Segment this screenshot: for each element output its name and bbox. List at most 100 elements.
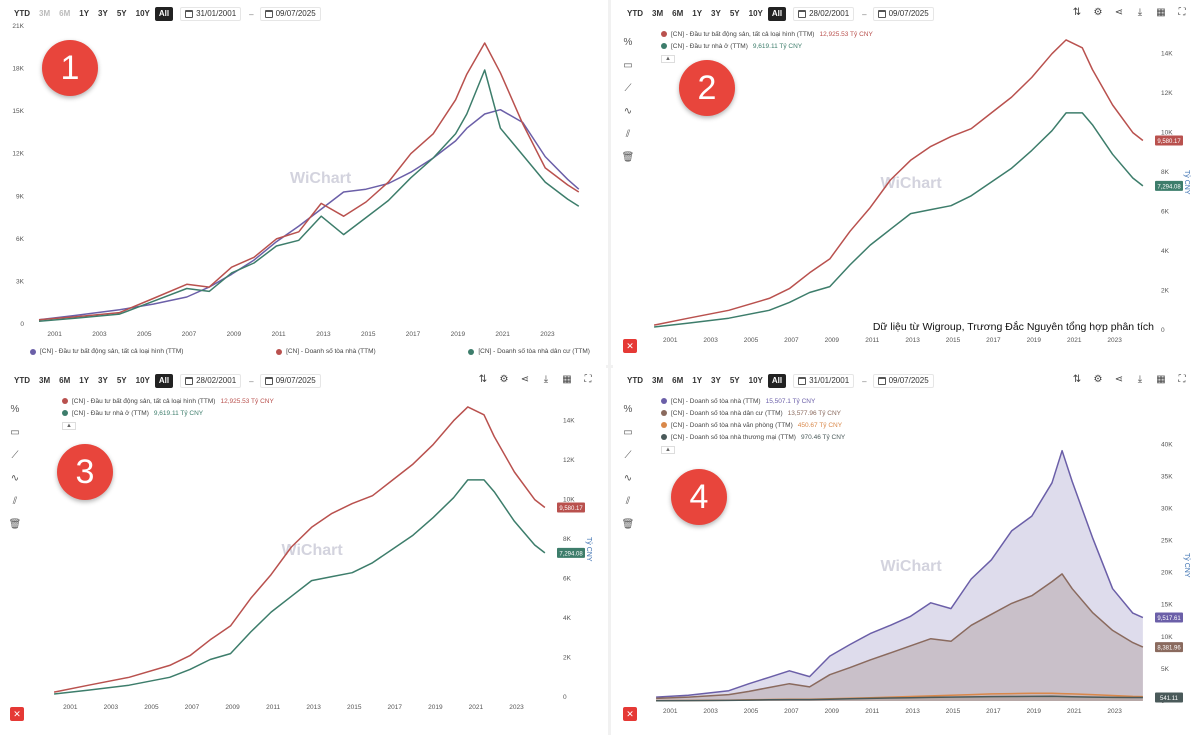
tf-6m[interactable]: 6M (672, 376, 684, 385)
tf-3m[interactable]: 3M (652, 9, 664, 18)
end-date-field[interactable]: 09/07/2025 (872, 7, 934, 21)
tf-10y[interactable]: 10Y (135, 9, 150, 18)
x-tick-label: 2007 (784, 337, 799, 344)
tf-3m[interactable]: 3M (39, 376, 51, 385)
legend-item[interactable]: [CN] - Doanh số tòa nhà dân cư (TTM) (468, 348, 590, 355)
scale-icon[interactable]: ⇅ (1072, 7, 1082, 18)
measure-icon[interactable]: ⫽ (625, 496, 631, 507)
measure-icon[interactable]: ⫽ (625, 129, 631, 140)
legend-item[interactable]: [CN] - Doanh số tòa nhà văn phòng (TTM) 4… (661, 419, 845, 431)
percent-icon[interactable]: % (10, 404, 20, 415)
close-icon[interactable]: ✕ (10, 707, 24, 721)
tf-5y[interactable]: 5Y (729, 9, 740, 18)
end-date-field[interactable]: 09/07/2025 (872, 374, 934, 388)
x-tick-label: 2011 (266, 704, 280, 711)
close-icon[interactable]: ✕ (623, 339, 637, 353)
x-tick-label: 2021 (469, 704, 484, 711)
tf-1y[interactable]: 1Y (692, 376, 703, 385)
close-icon[interactable]: ✕ (623, 707, 637, 721)
end-date-field[interactable]: 09/07/2025 (259, 7, 321, 21)
tf-5y[interactable]: 5Y (116, 376, 127, 385)
tf-5y[interactable]: 5Y (116, 9, 127, 18)
legend-item[interactable]: [CN] - Doanh số tòa nhà thương mại (TTM)… (661, 431, 845, 443)
y-tick-label: 8K (563, 536, 572, 543)
trendline-icon[interactable]: ⟋ (624, 450, 632, 461)
trash-icon[interactable]: 🗑 (621, 152, 635, 163)
comment-icon[interactable]: ▭ (623, 427, 633, 438)
start-date-field[interactable]: 31/01/2001 (793, 374, 855, 388)
tf-3m[interactable]: 3M (652, 376, 664, 385)
tf-3m[interactable]: 3M (39, 9, 51, 18)
tf-1y[interactable]: 1Y (79, 376, 90, 385)
share-icon[interactable]: ⋖ (1114, 7, 1124, 18)
scale-icon[interactable]: ⇅ (478, 374, 488, 385)
tf-all[interactable]: All (154, 7, 174, 21)
tf-3y[interactable]: 3Y (98, 376, 108, 385)
fullscreen-icon[interactable]: ⛶ (1178, 374, 1186, 385)
tf-6m[interactable]: 6M (59, 376, 71, 385)
settings-icon[interactable]: ⚙ (1093, 7, 1103, 18)
legend-collapse-button[interactable]: ▲ (62, 422, 76, 430)
percent-icon[interactable]: % (623, 37, 633, 48)
x-tick-label: 2019 (451, 331, 466, 338)
legend-collapse-button[interactable]: ▲ (661, 446, 675, 454)
trash-icon[interactable]: 🗑 (621, 519, 635, 530)
fullscreen-icon[interactable]: ⛶ (1178, 7, 1186, 18)
scale-icon[interactable]: ⇅ (1072, 374, 1082, 385)
tf-all[interactable]: All (154, 374, 174, 388)
download-icon[interactable]: ⤓ (1137, 7, 1143, 18)
tf-10y[interactable]: 10Y (748, 376, 763, 385)
comment-icon[interactable]: ▭ (10, 427, 20, 438)
legend-item[interactable]: [CN] - Doanh số tòa nhà (TTM) 15,507.1 Tỷ… (661, 395, 845, 407)
tf-3y[interactable]: 3Y (711, 9, 721, 18)
tf-ytd[interactable]: YTD (627, 9, 643, 18)
start-date-field[interactable]: 28/02/2001 (180, 374, 242, 388)
wave-icon[interactable]: ∿ (623, 473, 633, 484)
share-icon[interactable]: ⋖ (1114, 374, 1124, 385)
calendar-icon (798, 10, 807, 18)
tf-ytd[interactable]: YTD (14, 9, 30, 18)
comment-icon[interactable]: ▭ (623, 60, 633, 71)
end-date-field[interactable]: 09/07/2025 (259, 374, 321, 388)
tf-6m[interactable]: 6M (672, 9, 684, 18)
legend-item[interactable]: [CN] - Đầu tư bất động sản, tất cả loại … (661, 28, 873, 40)
panel-number-badge: 2 (679, 60, 735, 116)
tf-10y[interactable]: 10Y (135, 376, 150, 385)
wave-icon[interactable]: ∿ (10, 473, 20, 484)
start-date-field[interactable]: 31/01/2001 (180, 7, 242, 21)
trendline-icon[interactable]: ⟋ (624, 83, 632, 94)
settings-icon[interactable]: ⚙ (1093, 374, 1103, 385)
tf-3y[interactable]: 3Y (98, 9, 108, 18)
legend-item[interactable]: [CN] - Doanh số tòa nhà (TTM) (276, 348, 376, 355)
settings-icon[interactable]: ⚙ (499, 374, 509, 385)
excel-icon[interactable]: ▦ (1156, 7, 1166, 18)
tf-ytd[interactable]: YTD (14, 376, 30, 385)
tf-5y[interactable]: 5Y (729, 376, 740, 385)
legend-item[interactable]: [CN] - Đầu tư nhà ở (TTM) 9,619.11 Tỷ CNY (661, 40, 873, 52)
trendline-icon[interactable]: ⟋ (11, 450, 19, 461)
legend-item[interactable]: [CN] - Đầu tư bất động sản, tất cả loại … (30, 348, 183, 355)
tf-10y[interactable]: 10Y (748, 9, 763, 18)
wave-icon[interactable]: ∿ (623, 106, 633, 117)
trash-icon[interactable]: 🗑 (8, 519, 22, 530)
legend-item[interactable]: [CN] - Doanh số tòa nhà dân cư (TTM) 13,5… (661, 407, 845, 419)
excel-icon[interactable]: ▦ (1156, 374, 1166, 385)
legend-item[interactable]: [CN] - Đầu tư bất động sản, tất cả loại … (62, 395, 274, 407)
tf-ytd[interactable]: YTD (627, 376, 643, 385)
percent-icon[interactable]: % (623, 404, 633, 415)
tf-3y[interactable]: 3Y (711, 376, 721, 385)
tf-all[interactable]: All (767, 374, 787, 388)
legend-collapse-button[interactable]: ▲ (661, 55, 675, 63)
tf-6m[interactable]: 6M (59, 9, 71, 18)
excel-icon[interactable]: ▦ (562, 374, 572, 385)
fullscreen-icon[interactable]: ⛶ (584, 374, 592, 385)
legend-item[interactable]: [CN] - Đầu tư nhà ở (TTM) 9,619.11 Tỷ CNY (62, 407, 274, 419)
share-icon[interactable]: ⋖ (520, 374, 530, 385)
tf-all[interactable]: All (767, 7, 787, 21)
tf-1y[interactable]: 1Y (79, 9, 90, 18)
download-icon[interactable]: ⤓ (1137, 374, 1143, 385)
measure-icon[interactable]: ⫽ (12, 496, 18, 507)
start-date-field[interactable]: 28/02/2001 (793, 7, 855, 21)
download-icon[interactable]: ⤓ (543, 374, 549, 385)
tf-1y[interactable]: 1Y (692, 9, 703, 18)
